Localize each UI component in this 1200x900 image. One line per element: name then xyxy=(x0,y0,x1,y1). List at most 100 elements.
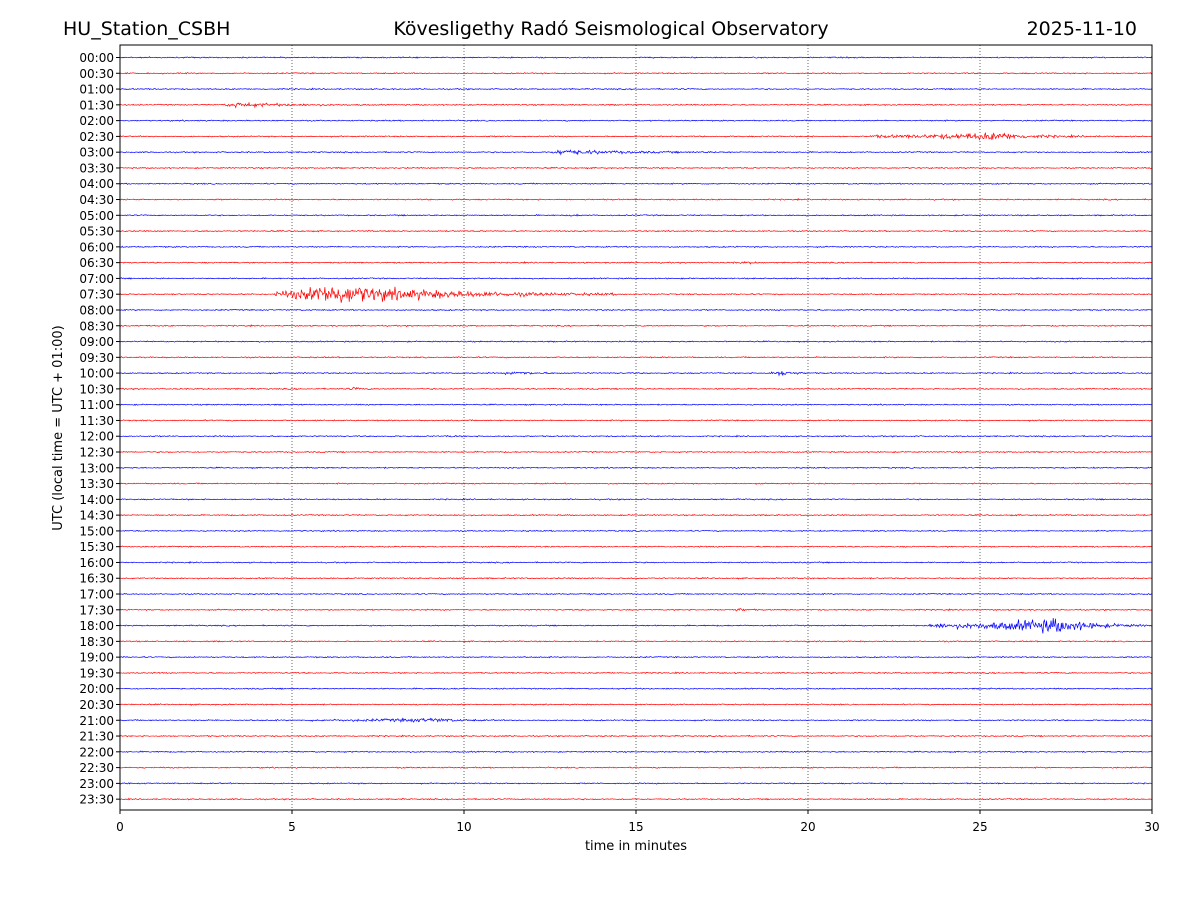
y-tick-label-1630: 16:30 xyxy=(79,572,114,586)
y-tick-label-1100: 11:00 xyxy=(79,398,114,412)
trace-2100 xyxy=(119,717,1153,723)
trace-0000 xyxy=(119,56,1153,59)
trace-1900 xyxy=(119,655,1153,659)
x-tick-label-25: 25 xyxy=(972,820,987,834)
trace-0600 xyxy=(119,245,1153,249)
trace-0700 xyxy=(119,277,1153,280)
y-tick-label-0730: 07:30 xyxy=(79,288,114,302)
y-tick-label-0400: 04:00 xyxy=(79,177,114,191)
trace-0130 xyxy=(119,101,1153,109)
y-tick-label-1930: 19:30 xyxy=(79,666,114,680)
y-tick-label-1230: 12:30 xyxy=(79,446,114,460)
y-tick-label-1700: 17:00 xyxy=(79,588,114,602)
y-tick-label-2200: 22:00 xyxy=(79,745,114,759)
y-tick-label-0230: 02:30 xyxy=(79,130,114,144)
y-tick-label-2000: 20:00 xyxy=(79,682,114,696)
trace-2300 xyxy=(119,782,1153,785)
trace-1100 xyxy=(119,403,1153,407)
plot-frame xyxy=(119,44,1153,811)
trace-0900 xyxy=(119,340,1153,343)
y-tick-label-1600: 16:00 xyxy=(79,556,114,570)
y-axis-label: UTC (local time = UTC + 01:00) xyxy=(51,325,66,530)
y-tick-label-0130: 01:30 xyxy=(79,98,114,112)
y-tick-label-1330: 13:30 xyxy=(79,477,114,491)
trace-0330 xyxy=(119,166,1153,170)
date-label: 2025-11-10 xyxy=(1027,18,1137,40)
trace-1330 xyxy=(119,482,1153,485)
trace-1300 xyxy=(119,466,1153,470)
y-tick-label-0100: 01:00 xyxy=(79,83,114,97)
y-tick-label-0500: 05:00 xyxy=(79,209,114,223)
trace-1030 xyxy=(119,386,1153,391)
seismic-traces xyxy=(119,56,1153,801)
trace-0300 xyxy=(119,149,1153,156)
trace-0200 xyxy=(119,119,1153,122)
x-tick-label-10: 10 xyxy=(456,820,471,834)
trace-2330 xyxy=(119,797,1153,801)
y-tick-label-0000: 00:00 xyxy=(79,51,114,65)
y-tick-label-1000: 10:00 xyxy=(79,367,114,381)
y-tick-label-0930: 09:30 xyxy=(79,351,114,365)
trace-1730 xyxy=(119,608,1153,612)
y-tick-label-0200: 02:00 xyxy=(79,114,114,128)
trace-1830 xyxy=(119,640,1153,643)
trace-1130 xyxy=(119,419,1153,422)
x-axis-ticks: 0 5 10 15 20 25 30 xyxy=(116,810,1160,834)
y-tick-label-2130: 21:30 xyxy=(79,730,114,744)
y-tick-label-1900: 19:00 xyxy=(79,651,114,665)
trace-1230 xyxy=(119,450,1153,454)
y-tick-label-1400: 14:00 xyxy=(79,493,114,507)
trace-2130 xyxy=(119,734,1153,738)
y-tick-label-0830: 08:30 xyxy=(79,319,114,333)
y-tick-label-0300: 03:00 xyxy=(79,146,114,160)
trace-0430 xyxy=(119,197,1153,201)
trace-2030 xyxy=(119,703,1153,706)
y-tick-label-0530: 05:30 xyxy=(79,225,114,239)
y-tick-label-0700: 07:00 xyxy=(79,272,114,286)
x-tick-label-0: 0 xyxy=(116,820,124,834)
x-tick-label-15: 15 xyxy=(628,820,643,834)
y-tick-label-0430: 04:30 xyxy=(79,193,114,207)
trace-0930 xyxy=(119,356,1153,359)
trace-0630 xyxy=(119,260,1153,265)
trace-1500 xyxy=(119,529,1153,533)
y-tick-label-0600: 06:00 xyxy=(79,240,114,254)
y-tick-label-0630: 06:30 xyxy=(79,256,114,270)
chart-title: Kövesligethy Radó Seismological Observat… xyxy=(393,18,828,40)
y-tick-label-1130: 11:30 xyxy=(79,414,114,428)
trace-0730 xyxy=(119,286,1153,303)
y-tick-label-2230: 22:30 xyxy=(79,761,114,775)
trace-0230 xyxy=(119,132,1153,141)
y-tick-label-1500: 15:00 xyxy=(79,524,114,538)
trace-0500 xyxy=(119,213,1153,217)
y-tick-label-1530: 15:30 xyxy=(79,540,114,554)
y-tick-label-1730: 17:30 xyxy=(79,603,114,617)
y-tick-label-0030: 00:30 xyxy=(79,67,114,81)
y-tick-label-1300: 13:00 xyxy=(79,461,114,475)
station-name: HU_Station_CSBH xyxy=(63,18,230,40)
y-tick-label-1830: 18:30 xyxy=(79,635,114,649)
trace-1400 xyxy=(119,497,1153,501)
trace-1530 xyxy=(119,545,1153,549)
x-tick-label-20: 20 xyxy=(800,820,815,834)
x-tick-label-30: 30 xyxy=(1144,820,1159,834)
y-tick-label-1030: 10:30 xyxy=(79,382,114,396)
trace-1800 xyxy=(119,617,1153,634)
x-axis-label: time in minutes xyxy=(585,839,687,854)
trace-1200 xyxy=(119,434,1153,438)
y-tick-label-2330: 23:30 xyxy=(79,793,114,807)
trace-2230 xyxy=(119,766,1153,769)
trace-1430 xyxy=(119,513,1153,517)
y-tick-label-2300: 23:00 xyxy=(79,777,114,791)
trace-1000 xyxy=(119,371,1153,377)
y-tick-label-1430: 14:30 xyxy=(79,509,114,523)
y-tick-label-0800: 08:00 xyxy=(79,303,114,317)
trace-1930 xyxy=(119,671,1153,675)
trace-0030 xyxy=(119,71,1153,75)
trace-0100 xyxy=(119,87,1153,91)
y-tick-label-1200: 12:00 xyxy=(79,430,114,444)
trace-0830 xyxy=(119,324,1153,328)
trace-0800 xyxy=(119,308,1153,312)
